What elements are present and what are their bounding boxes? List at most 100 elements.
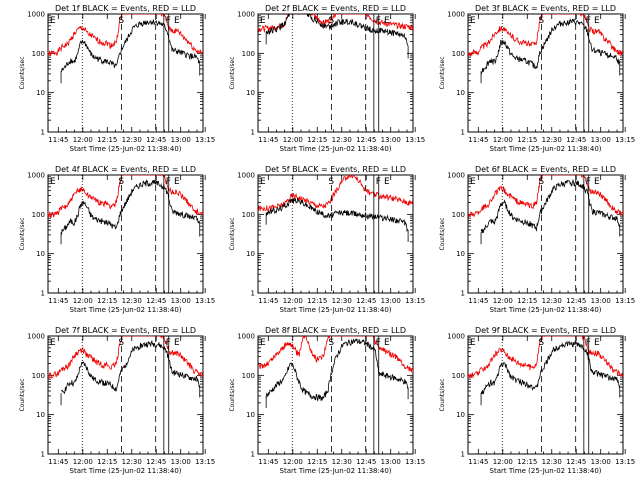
x-tick-label: 13:00 [171,297,191,305]
y-tick-label: 1000 [237,333,255,341]
x-tick-label: 11:45 [258,297,278,305]
y-tick-label: 10 [456,89,465,97]
x-axis-label: Start Time (25-Jun-02 11:38:40) [280,306,392,314]
marker-label: S [538,177,544,187]
y-tick-label: 1 [461,290,465,298]
y-axis-label: Counts/sec [439,378,446,411]
marker-label: F [376,177,381,187]
plot-frame [257,174,414,294]
x-tick-label: 12:15 [307,297,327,305]
x-tick-label: 12:00 [493,458,513,466]
x-tick-label: 11:45 [258,136,278,144]
marker-label: F [166,16,171,26]
plot-frame [47,13,204,133]
x-tick-label: 12:45 [146,297,166,305]
x-tick-label: 12:30 [122,297,142,305]
y-axis-label: Counts/sec [229,217,236,250]
y-tick-label: 1 [461,129,465,137]
x-tick-label: 12:45 [146,458,166,466]
marker-label: E [384,177,390,187]
data-layer [48,14,203,84]
y-tick-label: 1000 [27,172,45,180]
data-layer [48,336,203,406]
y-tick-label: 1000 [27,333,45,341]
y-tick-label: 10 [246,89,255,97]
panel-det-1f: Det 1f BLACK = Events, RED = LLD 1 10 100 10… [19,4,215,153]
panel-title: Det 5f BLACK = Events, RED = LLD [265,165,406,174]
x-tick-label: 12:45 [356,458,376,466]
series-events [480,340,621,395]
marker-label: E [174,177,180,187]
marker-label: E [50,177,56,187]
marker-label: E [384,338,390,348]
y-tick-label: 100 [452,372,465,380]
marker-label: S [328,177,334,187]
x-tick-label: 12:15 [517,297,537,305]
x-tick-label: 13:15 [195,458,215,466]
y-tick-label: 100 [452,50,465,58]
x-tick-label: 13:00 [171,136,191,144]
series-events [60,179,201,235]
series-events [265,14,409,47]
x-axis-label: Start Time (25-Jun-02 11:38:40) [70,145,182,153]
marker-label: E [174,338,180,348]
marker-label: S [538,338,544,348]
y-axis-label: Counts/sec [229,378,236,411]
x-tick-label: 13:00 [381,297,401,305]
x-tick-label: 12:45 [566,458,586,466]
marker-label: F [166,338,171,348]
x-tick-label: 12:00 [493,297,513,305]
y-tick-label: 1 [461,451,465,459]
plot-frame [257,13,414,133]
marker-label: E [470,177,476,187]
y-tick-label: 1000 [447,172,465,180]
y-tick-label: 100 [242,211,255,219]
x-axis-label: Start Time (25-Jun-02 11:38:40) [490,467,602,475]
y-axis-label: Counts/sec [439,56,446,89]
y-tick-label: 1 [41,290,45,298]
y-tick-label: 1 [251,451,255,459]
x-tick-label: 13:00 [591,297,611,305]
x-tick-label: 12:45 [566,136,586,144]
x-tick-label: 13:15 [195,136,215,144]
series-events [265,338,409,402]
plot-frame [47,174,204,294]
data-layer [468,14,623,84]
panel-det-2f: Det 2f BLACK = Events, RED = LLD 1 10 100 10… [229,4,425,153]
y-tick-label: 10 [246,250,255,258]
panel-title: Det 4f BLACK = Events, RED = LLD [55,165,196,174]
y-tick-label: 100 [32,211,45,219]
data-layer [258,336,413,408]
y-tick-label: 100 [32,50,45,58]
y-axis-label: Counts/sec [229,56,236,89]
marker-label: E [174,16,180,26]
x-tick-label: 13:00 [591,136,611,144]
x-tick-label: 13:00 [591,458,611,466]
x-tick-label: 12:00 [283,136,303,144]
x-axis-label: Start Time (25-Jun-02 11:38:40) [280,145,392,153]
x-axis-label: Start Time (25-Jun-02 11:38:40) [280,467,392,475]
y-tick-label: 10 [36,89,45,97]
x-tick-label: 13:15 [615,458,635,466]
x-tick-label: 11:45 [48,136,68,144]
x-tick-label: 13:15 [405,458,425,466]
series-lld [468,336,623,379]
x-tick-label: 12:00 [493,136,513,144]
x-tick-label: 13:15 [615,136,635,144]
x-tick-label: 13:15 [195,297,215,305]
x-axis-label: Start Time (25-Jun-02 11:38:40) [70,467,182,475]
x-tick-label: 11:45 [48,458,68,466]
x-tick-label: 13:15 [615,297,635,305]
y-tick-label: 100 [452,211,465,219]
x-tick-label: 13:00 [171,458,191,466]
x-tick-label: 12:45 [146,136,166,144]
marker-label: E [594,338,600,348]
x-tick-label: 12:15 [307,458,327,466]
y-axis-label: Counts/sec [439,217,446,250]
marker-label: S [118,177,124,187]
y-tick-label: 1000 [447,333,465,341]
marker-label: F [376,16,381,26]
marker-label: S [118,338,124,348]
marker-label: F [586,177,591,187]
